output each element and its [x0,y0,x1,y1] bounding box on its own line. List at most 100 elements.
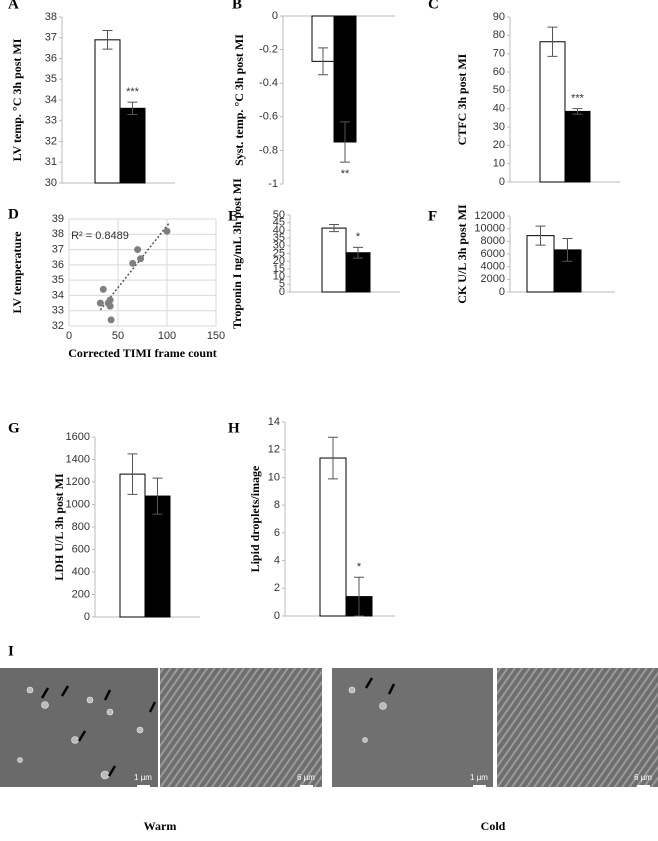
y-tick-label: 6000 [481,248,505,260]
y-tick-label: 40 [273,224,285,236]
y-tick-label: 8 [274,499,280,511]
point [107,316,115,324]
x-tick-label: 50 [112,330,124,342]
y-tick-label: 38 [52,228,64,240]
y-tick-label: 10000 [474,223,505,235]
y-tick-label: 30 [493,121,505,133]
y-axis-label: Syst. temp. °C 3h post MI [232,34,246,166]
y-tick-label: 60 [493,66,505,78]
panel-letter: G [8,420,20,436]
y-tick-label: -0.4 [259,77,278,89]
y-tick-label: 1200 [66,476,90,488]
bar [94,39,121,184]
y-tick-label: 1600 [66,431,90,443]
y-tick-label: 31 [45,156,57,168]
y-tick-label: 200 [72,588,90,600]
panel-letter: F [428,208,437,224]
y-tick-label: 4 [274,554,280,566]
y-tick-label: 6 [274,527,280,539]
panel-letter: H [228,420,240,436]
y-tick-label: 10 [493,158,505,170]
bar [321,227,347,293]
y-tick-label: 400 [72,566,90,578]
micrograph [0,668,158,787]
y-tick-label: 5 [279,278,285,290]
bar [539,41,566,183]
y-tick-label: 36 [52,259,64,271]
y-axis-label: LDH U/L 3h post MI [52,473,66,581]
y-tick-label: 50 [273,209,285,221]
point [106,302,114,310]
micrograph-panel: I 1 µm 6 µm 1 µm 6 µm Warm Cold [0,643,658,833]
micrograph [497,668,658,787]
y-tick-label: 70 [493,48,505,60]
y-tick-label: 800 [72,521,90,533]
y-tick-label: 25 [273,247,285,259]
error-bar [562,237,573,262]
error-bar [102,29,113,50]
y-tick-label: 40 [493,103,505,115]
error-bar [572,108,583,115]
x-tick-label: 150 [207,330,225,342]
panel-letter: D [8,206,19,222]
y-axis-label: CK U/L 3h post MI [455,204,469,304]
significance-label: *** [126,86,140,98]
y-tick-label: -0.2 [259,44,278,56]
trendline [99,222,170,311]
x-axis-label: Corrected TIMI frame count [68,346,217,360]
y-tick-label: 600 [72,543,90,555]
panel-letter: E [228,208,238,224]
point [163,227,171,235]
error-bar [152,477,163,515]
y-tick-label: 0 [272,10,278,22]
point [137,255,145,263]
bar [319,457,347,617]
y-tick-label: 20 [273,255,285,267]
micrograph [160,668,322,787]
y-axis-label: LV temp. °C 3h post MI [10,38,24,161]
r-squared: R² = 0.8489 [71,230,129,242]
y-axis-label: Troponin I ng/mL 3h post MI [230,178,244,329]
y-tick-label: 4000 [481,261,505,273]
bar [119,107,146,184]
significance-label: ** [341,168,350,180]
y-tick-label: 32 [52,320,64,332]
panel-letter: I [8,643,14,659]
y-tick-label: 36 [45,52,57,64]
point [134,246,142,254]
y-tick-label: -0.6 [259,111,278,123]
y-tick-label: 37 [52,243,64,255]
y-tick-label: 1400 [66,453,90,465]
y-tick-label: 35 [45,73,57,85]
y-tick-label: 1000 [66,498,90,510]
y-tick-label: 2 [274,582,280,594]
scale-bar-label: 6 µm [634,773,652,782]
group-label: Cold [481,819,506,833]
y-tick-label: 33 [45,115,57,127]
x-tick-label: 100 [158,330,176,342]
y-tick-label: 39 [52,213,64,225]
y-tick-label: -1 [268,178,278,190]
y-tick-label: 34 [45,94,57,106]
y-tick-label: 37 [45,32,57,44]
y-tick-label: 30 [273,240,285,252]
y-tick-label: 45 [273,217,285,229]
panel-letter: B [232,0,242,12]
y-tick-label: 0 [279,286,285,298]
bar [119,473,146,618]
significance-label: * [357,561,362,573]
point [99,285,107,293]
y-tick-label: 32 [45,135,57,147]
y-tick-label: 10 [268,471,280,483]
y-tick-label: -0.8 [259,144,278,156]
error-bar [340,121,350,163]
scale-bar-label: 1 µm [470,773,488,782]
y-axis-label: Lipid droplets/image [248,465,262,572]
y-tick-label: 2000 [481,273,505,285]
error-bar [535,225,546,246]
error-bar [353,246,363,259]
y-tick-label: 90 [493,11,505,23]
y-tick-label: 20 [493,139,505,151]
micrograph [332,668,493,787]
